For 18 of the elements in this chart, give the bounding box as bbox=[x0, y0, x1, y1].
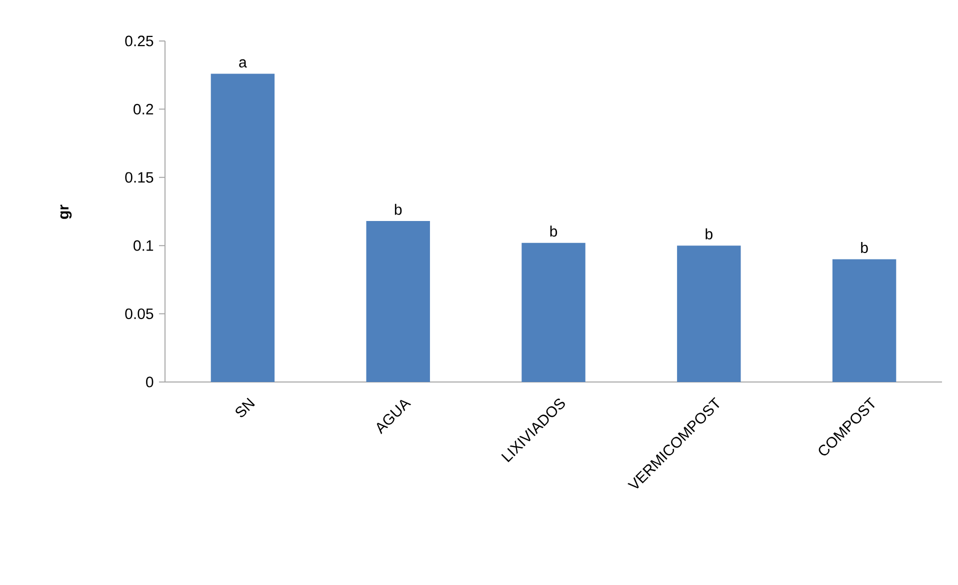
y-tick-label: 0.25 bbox=[125, 36, 154, 46]
annotation: b bbox=[706, 228, 712, 240]
bar bbox=[210, 74, 275, 382]
x-tick-label: SN bbox=[236, 398, 255, 418]
bar bbox=[832, 259, 896, 382]
y-tick-label: 0 bbox=[146, 376, 154, 388]
annotation: a bbox=[239, 59, 247, 68]
y-axis-title: gr bbox=[60, 204, 72, 219]
bar bbox=[677, 246, 741, 382]
bar bbox=[522, 242, 586, 382]
annotation: b bbox=[550, 226, 558, 237]
y-tick-label: 0.2 bbox=[134, 104, 154, 114]
y-tick-label: 0.15 bbox=[125, 172, 154, 183]
y-tick-label: 0.1 bbox=[134, 240, 154, 251]
bar bbox=[366, 221, 430, 382]
y-tick-label: 0.05 bbox=[125, 308, 154, 320]
annotation: b bbox=[394, 204, 402, 215]
annotation: b bbox=[861, 242, 868, 254]
